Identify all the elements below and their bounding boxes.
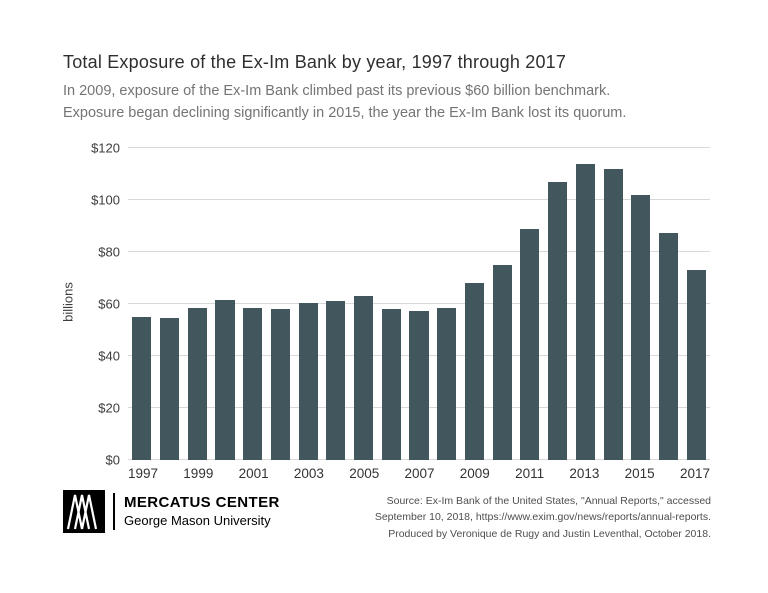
bar-1999 [187, 307, 207, 460]
x-tick-label [599, 466, 624, 481]
brand-lockup: MERCATUS CENTER George Mason University [63, 490, 280, 533]
bar-slot [544, 148, 572, 460]
x-tick-label: 2013 [569, 466, 600, 481]
bar-slot [377, 148, 405, 460]
gridline [128, 303, 710, 304]
bar-slot [239, 148, 267, 460]
y-tick-label: $40 [98, 348, 120, 364]
bar-2008 [437, 307, 457, 460]
bar-2017 [686, 270, 706, 460]
gridline [128, 147, 710, 148]
source-line-3: Produced by Veronique de Rugy and Justin… [388, 527, 711, 540]
bar-2013 [575, 163, 595, 460]
bar-2004 [326, 301, 346, 460]
y-tick-label: $60 [98, 296, 120, 312]
mercatus-logo-icon [63, 490, 105, 533]
bar-2012 [548, 181, 568, 460]
bar-slot [682, 148, 710, 460]
x-tick-label: 1999 [183, 466, 214, 481]
bar-2006 [381, 309, 401, 460]
x-tick-label [269, 466, 294, 481]
chart-header: Total Exposure of the Ex-Im Bank by year… [63, 52, 712, 125]
bar-2011 [520, 228, 540, 460]
chart-subtitle: In 2009, exposure of the Ex-Im Bank clim… [63, 81, 712, 125]
bar-slot [128, 148, 156, 460]
x-tick-label [379, 466, 404, 481]
bar-2003 [298, 302, 318, 460]
bar-2010 [492, 265, 512, 460]
subtitle-line-2: Exposure began declining significantly i… [63, 104, 627, 121]
bar-slot [211, 148, 239, 460]
y-tick-label: $20 [98, 400, 120, 416]
x-tick-label: 2015 [624, 466, 655, 481]
x-tick-label: 2007 [404, 466, 435, 481]
bar-slot [461, 148, 489, 460]
bar-slot [655, 148, 683, 460]
bar-slot [183, 148, 211, 460]
y-tick-label: $0 [105, 452, 120, 468]
bar-1998 [160, 318, 180, 460]
plot-area [128, 147, 710, 460]
bar-slot [516, 148, 544, 460]
x-tick-label: 1997 [128, 466, 159, 481]
x-tick-label [435, 466, 460, 481]
bar-slot [405, 148, 433, 460]
bar-2007 [409, 310, 429, 460]
bar-2005 [354, 296, 374, 460]
brand-divider [113, 493, 115, 530]
x-axis-tick-labels: 1997 1999 2001 2003 2005 2007 2009 2011 2013 2015… [128, 466, 710, 481]
x-tick-label [158, 466, 183, 481]
page-title: Total Exposure of the Ex-Im Bank by year… [63, 52, 567, 72]
bar-slot [322, 148, 350, 460]
y-tick-label: $80 [98, 244, 120, 260]
bar-2002 [270, 309, 291, 460]
bar-series [128, 148, 710, 460]
x-tick-label: 2017 [679, 466, 710, 481]
bar-1997 [132, 317, 152, 460]
x-tick-label [655, 466, 680, 481]
bar-slot [572, 148, 600, 460]
brand-text: MERCATUS CENTER George Mason University [124, 493, 280, 529]
x-tick-label [324, 466, 349, 481]
source-line-2: September 10, 2018, https://www.exim.gov… [374, 511, 711, 524]
brand-subtitle: George Mason University [124, 512, 271, 528]
bar-slot [294, 148, 322, 460]
x-tick-label [544, 466, 569, 481]
source-line-1: Source: Ex-Im Bank of the United States,… [386, 495, 711, 507]
bar-slot [599, 148, 627, 460]
bar-slot [156, 148, 184, 460]
bar-slot [350, 148, 378, 460]
gridline [128, 251, 710, 252]
x-tick-label [213, 466, 238, 481]
bar-2016 [658, 232, 679, 460]
brand-name: MERCATUS CENTER [124, 494, 280, 512]
bar-2000 [215, 300, 235, 460]
x-tick-label: 2001 [238, 466, 269, 481]
x-tick-label: 2009 [459, 466, 490, 481]
x-tick-label: 2011 [515, 466, 545, 481]
x-tick-label: 2003 [293, 466, 324, 481]
x-tick-label: 2005 [349, 466, 380, 481]
bar-slot [433, 148, 461, 460]
subtitle-line-1: In 2009, exposure of the Ex-Im Bank clim… [63, 83, 611, 99]
bar-slot [267, 148, 295, 460]
source-note: Source: Ex-Im Bank of the United States,… [375, 493, 711, 542]
bar-slot [488, 148, 516, 460]
bar-2014 [603, 168, 623, 460]
y-tick-label: $120 [91, 140, 120, 156]
bar-slot [627, 148, 655, 460]
gridline [128, 199, 710, 200]
bar-2015 [631, 194, 651, 460]
y-axis-tick-labels: $0 $20 $40 $60 $80 $100 $120 [58, 141, 120, 468]
bar-2009 [464, 283, 485, 460]
bar-2001 [243, 307, 263, 460]
y-tick-label: $100 [91, 192, 120, 208]
x-tick-label [490, 466, 515, 481]
